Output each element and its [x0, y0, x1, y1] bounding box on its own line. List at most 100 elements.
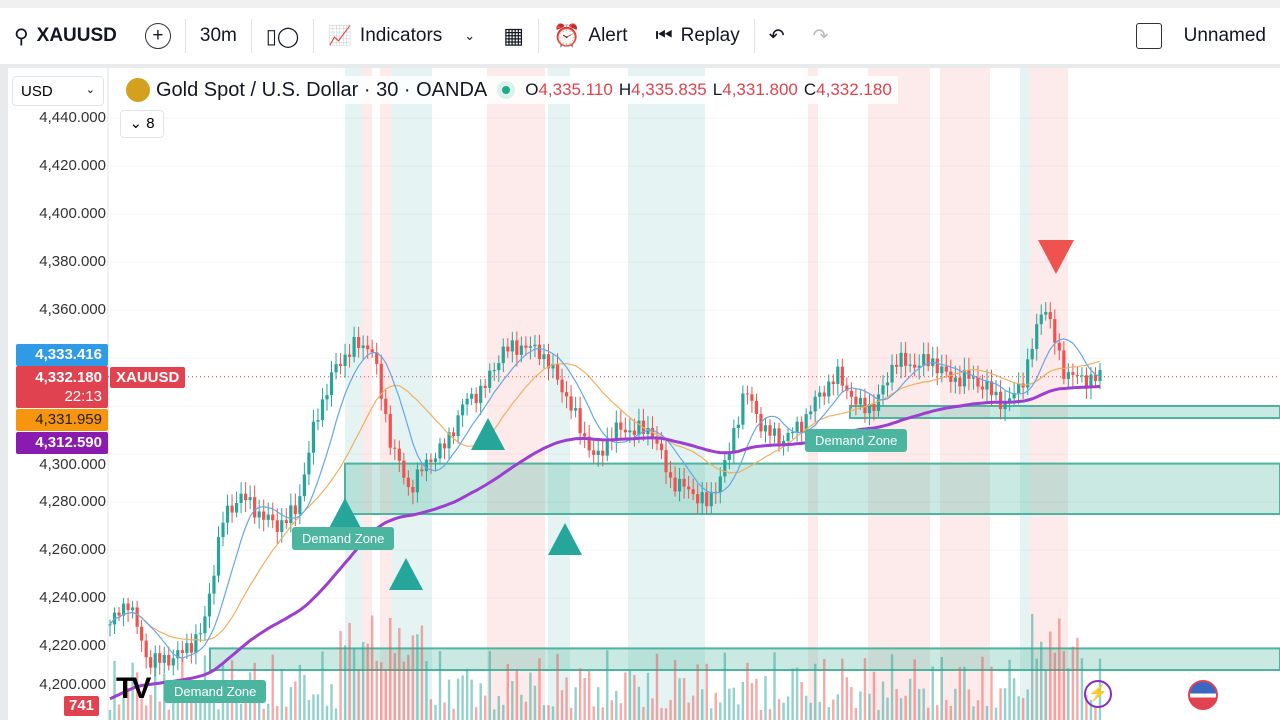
volume-bar	[434, 704, 437, 720]
candle-body	[429, 459, 433, 462]
candle-body	[451, 432, 456, 437]
layouts-button[interactable]: ▦	[489, 8, 538, 64]
volume-bar	[366, 643, 369, 720]
candle-body	[506, 346, 510, 352]
volume-bar	[963, 666, 966, 720]
sell-signal-triangle	[1038, 240, 1074, 274]
candle-body	[171, 658, 175, 666]
candle-body	[795, 421, 799, 433]
volume-bar	[294, 681, 297, 720]
volume-bar	[637, 686, 641, 720]
candle-body	[257, 511, 261, 518]
volume-bar	[303, 674, 306, 720]
volume-bar	[330, 684, 333, 720]
candle-body	[750, 394, 754, 401]
candle-body	[497, 363, 501, 371]
candle-body	[149, 657, 153, 668]
volume-bar	[361, 641, 365, 720]
chart-legend: Gold Spot / U.S. Dollar · 30 · OANDA O4,…	[120, 76, 898, 104]
compare-button[interactable]: +	[131, 8, 185, 64]
candle-body	[962, 369, 966, 387]
candle-body	[244, 493, 248, 501]
candle-body	[406, 477, 410, 488]
candle-body	[121, 603, 126, 616]
volume-bar	[194, 691, 198, 720]
candle-body	[126, 603, 130, 611]
currency-select[interactable]: USD ⌄	[12, 76, 104, 106]
lightning-icon[interactable]: ⚡	[1084, 680, 1112, 708]
candle-body	[225, 505, 230, 523]
volume-bar	[438, 650, 442, 720]
symbol-search[interactable]: ⚲ XAUUSD	[14, 25, 117, 48]
volume-bar	[597, 687, 600, 720]
interval-button[interactable]: 30m	[199, 25, 237, 46]
volume-bar	[755, 678, 758, 720]
redo-button[interactable]: ↷	[799, 8, 843, 64]
volume-bar	[682, 678, 686, 720]
volume-bar	[628, 670, 632, 720]
plus-circle-icon: +	[144, 23, 171, 49]
indicators-button[interactable]: 📈 Indicators ⌄	[328, 25, 476, 47]
volume-bar	[782, 702, 785, 720]
candle-body	[781, 440, 786, 444]
candle-body	[763, 425, 768, 432]
alarm-clock-icon: ⏰	[553, 23, 581, 48]
undo-button[interactable]: ↶	[755, 8, 799, 64]
candle-body	[1057, 342, 1061, 351]
demand-zone	[344, 462, 1280, 516]
layout-name-button[interactable]: Unnamed	[1122, 8, 1280, 64]
chart-panel[interactable]: USD ⌄ 4,440.000 4,420.000 4,400.000 4,380.00…	[8, 68, 1280, 720]
indicators-toggle[interactable]: ⌄ 8	[120, 110, 164, 138]
candle-body	[768, 425, 772, 436]
volume-bar	[524, 701, 528, 720]
volume-bar	[832, 699, 835, 720]
candle-body	[510, 340, 514, 352]
volume-bar	[890, 654, 894, 720]
candle-body	[858, 397, 863, 405]
candle-body	[569, 396, 573, 411]
volume-bar	[542, 705, 546, 720]
purple-ema-price-label: 4,312.590	[16, 432, 108, 454]
alert-button[interactable]: ⏰ Alert	[553, 23, 628, 48]
volume-bar	[1026, 689, 1029, 720]
volume-bar	[872, 671, 876, 720]
candle-body	[876, 394, 881, 411]
volume-bar	[1008, 659, 1011, 720]
price-chart[interactable]	[8, 68, 1280, 720]
candle-body	[275, 520, 279, 532]
redo-icon: ↷	[812, 25, 829, 47]
candle-body	[623, 429, 627, 433]
symbol-tag: XAUUSD	[110, 367, 186, 388]
candle-body	[293, 505, 297, 515]
chart-type-button[interactable]: ▯◯	[252, 8, 313, 64]
volume-bar	[484, 695, 487, 720]
volume-bar	[520, 694, 523, 720]
volume-bar	[321, 651, 324, 720]
chevron-down-icon[interactable]: ⌄	[464, 28, 476, 43]
candle-body	[583, 433, 587, 437]
candle-body	[298, 496, 302, 515]
blue-ma-price-label: 4,333.416	[16, 344, 108, 366]
candle-body	[772, 428, 777, 436]
demand-zone-label: Demand Zone	[164, 680, 267, 703]
candle-body	[352, 337, 356, 357]
volume-bar	[493, 709, 496, 720]
candle-body	[551, 364, 555, 369]
ohlc-high: H4,335.835	[618, 80, 707, 99]
candle-body	[935, 358, 939, 374]
candle-body	[628, 430, 632, 433]
candle-body	[180, 650, 184, 653]
volume-bar	[131, 662, 134, 720]
volume-bar	[899, 698, 903, 720]
candle-body	[307, 452, 311, 475]
candle-body	[424, 459, 429, 472]
candle-body	[488, 370, 492, 388]
candle-body	[980, 386, 985, 390]
volume-bar	[863, 658, 867, 720]
volume-bar	[931, 666, 934, 720]
candle-body	[632, 430, 636, 435]
replay-button[interactable]: ⏮ Replay	[655, 25, 740, 46]
candle-body	[239, 493, 243, 503]
us-flag-icon[interactable]	[1188, 680, 1218, 710]
volume-bar	[917, 688, 921, 720]
